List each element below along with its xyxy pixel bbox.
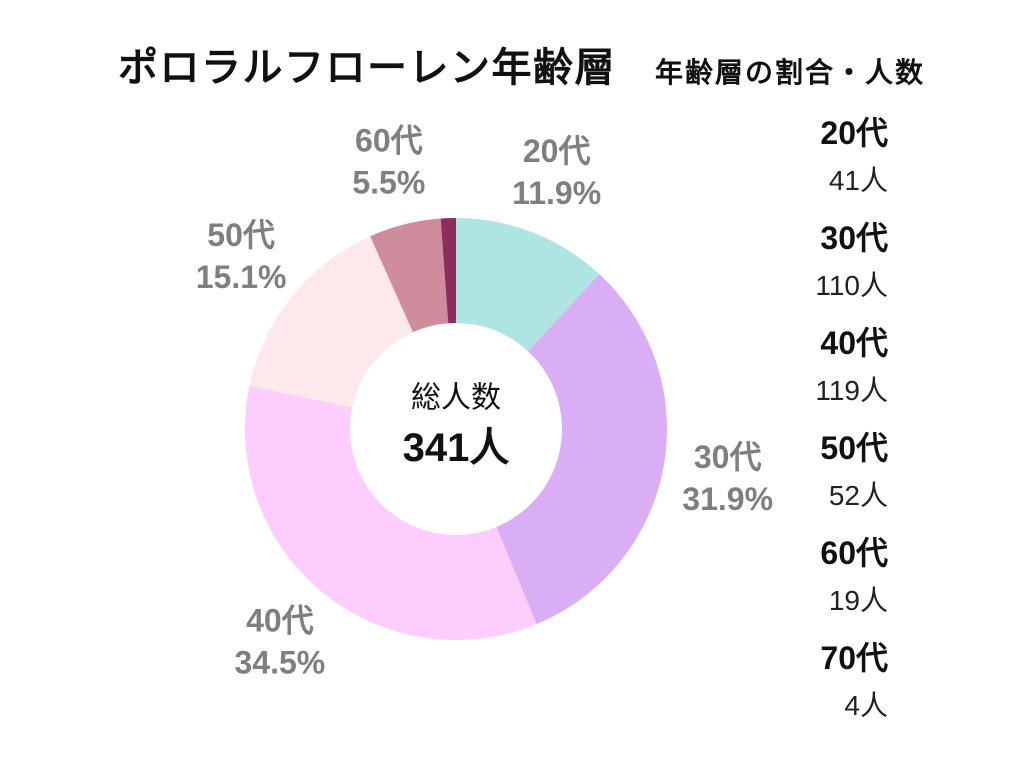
slice-label-30s: 30代 31.9% bbox=[682, 439, 773, 517]
donut-data-labels: 20代 11.9% 30代 31.9% 40代 34.5% 50代 15.1% 60代 5.5% bbox=[196, 122, 773, 680]
slice-label-percent: 31.9% bbox=[682, 481, 773, 517]
side-item-count-unit: 人 bbox=[859, 165, 888, 196]
donut-slice-60s bbox=[370, 218, 449, 333]
slice-label-60s: 60代 5.5% bbox=[352, 122, 425, 200]
slice-label-category: 50代 bbox=[207, 217, 275, 253]
slice-label-category: 40代 bbox=[246, 603, 314, 639]
side-item-60s: 60代 19人 bbox=[718, 533, 888, 638]
side-item-30s: 30代 110人 bbox=[718, 218, 888, 323]
donut-center: 総人数 341人 bbox=[403, 382, 510, 471]
slice-label-percent: 34.5% bbox=[235, 645, 326, 681]
side-item-count-unit: 人 bbox=[859, 270, 888, 301]
slice-label-category: 20代 bbox=[523, 133, 591, 169]
slice-label-category: 30代 bbox=[694, 439, 762, 475]
side-item-category: 60代 bbox=[820, 535, 888, 571]
slice-label-50s: 50代 15.1% bbox=[196, 217, 287, 295]
side-item-20s: 20代 41人 bbox=[718, 113, 888, 218]
side-item-category: 30代 bbox=[820, 220, 888, 256]
side-item-count-value: 41 bbox=[828, 165, 860, 196]
donut-slice-30s bbox=[496, 274, 667, 625]
center-total-unit: 人 bbox=[469, 426, 509, 470]
donut-segments bbox=[244, 218, 667, 641]
center-total-value: 341 bbox=[403, 426, 470, 470]
center-total: 341人 bbox=[403, 426, 510, 470]
center-label: 総人数 bbox=[411, 382, 501, 415]
side-item-count-unit: 人 bbox=[859, 375, 888, 406]
donut-slice-70s bbox=[440, 218, 456, 324]
donut-slice-20s bbox=[456, 218, 600, 352]
side-item-count-value: 52 bbox=[828, 480, 860, 511]
side-item-count-value: 110 bbox=[815, 270, 860, 301]
slice-label-category: 60代 bbox=[355, 122, 423, 158]
side-panel: 20代 41人 30代 110人 40代 119人 50代 52人 60代 19人 70代 4人 bbox=[718, 113, 888, 743]
side-item-40s: 40代 119人 bbox=[718, 323, 888, 428]
slice-label-percent: 15.1% bbox=[196, 259, 287, 295]
side-item-70s: 70代 4人 bbox=[718, 638, 888, 743]
donut-slice-50s bbox=[249, 236, 413, 408]
side-item-count-unit: 人 bbox=[859, 690, 888, 721]
slice-label-percent: 5.5% bbox=[352, 164, 425, 200]
side-item-count: 41人 bbox=[718, 161, 888, 201]
side-item-count: 119人 bbox=[718, 371, 888, 411]
side-item-count: 52人 bbox=[718, 476, 888, 516]
side-item-count-value: 19 bbox=[828, 585, 860, 616]
slice-label-percent: 11.9% bbox=[512, 175, 601, 211]
slice-label-40s: 40代 34.5% bbox=[235, 603, 326, 681]
side-item-count-unit: 人 bbox=[859, 585, 888, 616]
side-item-category: 50代 bbox=[820, 430, 888, 466]
side-item-count: 110人 bbox=[718, 266, 888, 306]
side-item-count: 19人 bbox=[718, 581, 888, 621]
side-item-count-unit: 人 bbox=[859, 480, 888, 511]
donut-slice-40s bbox=[244, 386, 537, 641]
chart-title: ポロラルフローレン年齢層 bbox=[118, 46, 616, 90]
side-item-category: 20代 bbox=[820, 115, 888, 151]
side-item-count-value: 119 bbox=[815, 375, 860, 406]
side-item-category: 70代 bbox=[820, 640, 888, 676]
side-item-category: 40代 bbox=[820, 325, 888, 361]
side-item-count: 4人 bbox=[718, 686, 888, 726]
side-item-50s: 50代 52人 bbox=[718, 428, 888, 533]
side-item-count-value: 4 bbox=[844, 690, 860, 721]
side-panel-heading: 年齢層の割合・人数 bbox=[655, 57, 926, 88]
slice-label-20s: 20代 11.9% bbox=[512, 133, 601, 211]
